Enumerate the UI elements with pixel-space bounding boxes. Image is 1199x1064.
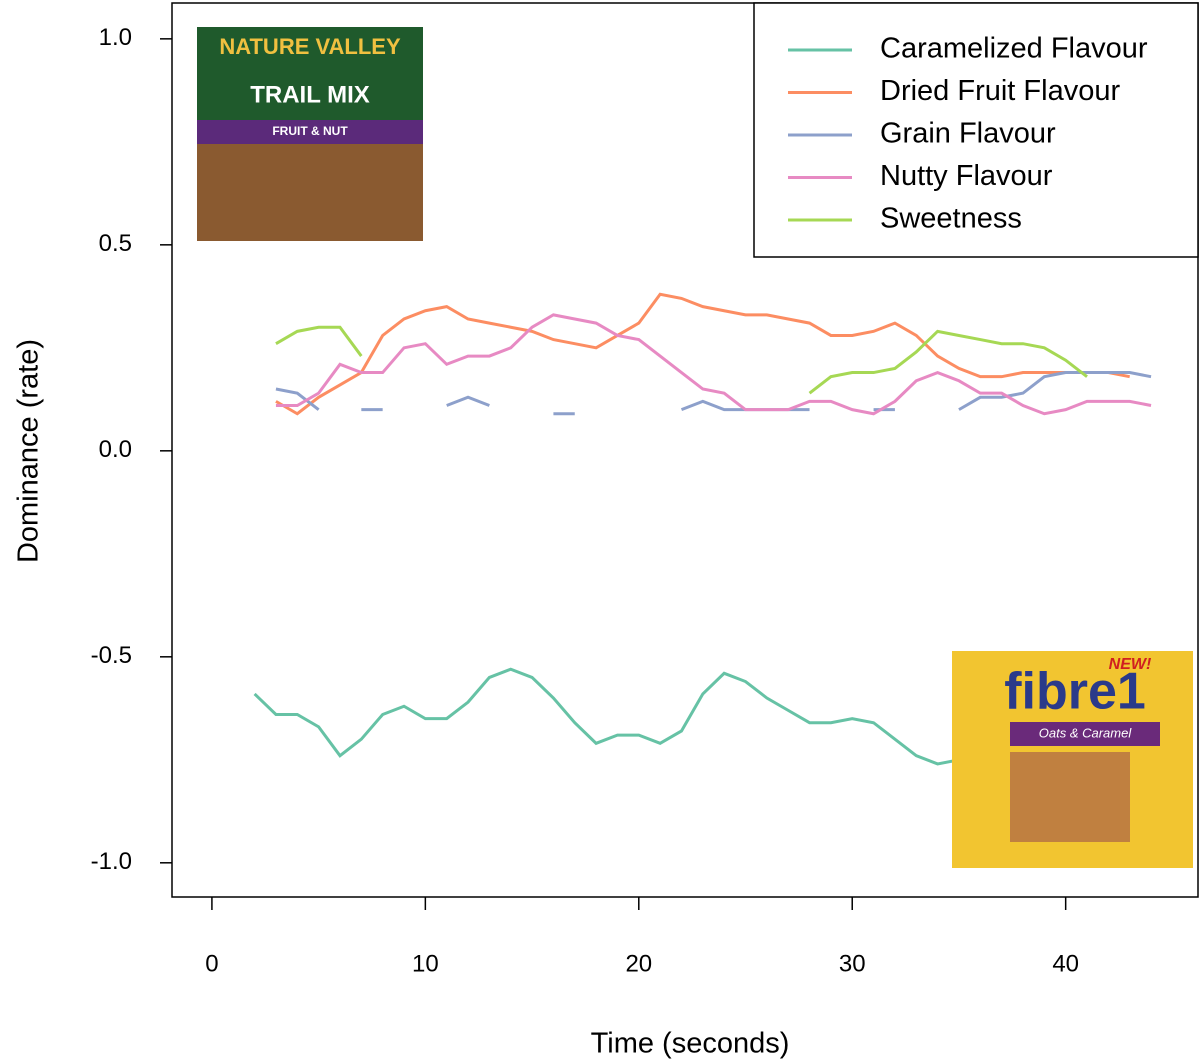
legend-label: Grain Flavour (880, 118, 1056, 150)
image-text: TRAIL MIX (250, 81, 370, 108)
y-tick-label: 0.5 (99, 230, 132, 257)
x-tick-label: 20 (625, 950, 652, 977)
y-axis-label: Dominance (rate) (13, 339, 45, 563)
y-tick-label: 1.0 (99, 24, 132, 51)
legend-label: Dried Fruit Flavour (880, 75, 1120, 107)
product-image: NEW! fibre1 Oats & Caramel (952, 651, 1193, 868)
image-text: Oats & Caramel (1039, 725, 1133, 740)
x-tick-label: 10 (412, 950, 439, 977)
x-tick-label: 40 (1052, 950, 1079, 977)
legend-label: Sweetness (880, 203, 1022, 235)
y-tick-label: -0.5 (91, 642, 132, 669)
x-axis-label: Time (seconds) (591, 1028, 790, 1060)
series-line (276, 315, 1151, 414)
image-text: fibre1 (1004, 663, 1146, 721)
image-text: NATURE VALLEY (219, 34, 401, 59)
series-line (276, 373, 1151, 414)
product-image: NATURE VALLEY TRAIL MIX FRUIT & NUT (197, 27, 423, 241)
y-tick-label: -1.0 (91, 848, 132, 875)
x-tick-label: 0 (205, 950, 218, 977)
chart: -1.0 -0.5 0.0 0.5 1.0 0 10 20 30 40 Time (seconds… (0, 0, 1199, 1064)
y-tick-label: 0.0 (99, 436, 132, 463)
image-text: FRUIT & NUT (272, 124, 348, 138)
bar-photo (197, 144, 423, 241)
bar-photo (1010, 752, 1130, 842)
page: {"chart_data": { "type": "line", "x_labe… (0, 0, 1199, 1064)
x-tick-label: 30 (839, 950, 866, 977)
legend-label: Caramelized Flavour (880, 33, 1148, 65)
series-line (255, 669, 959, 764)
legend-label: Nutty Flavour (880, 160, 1053, 192)
